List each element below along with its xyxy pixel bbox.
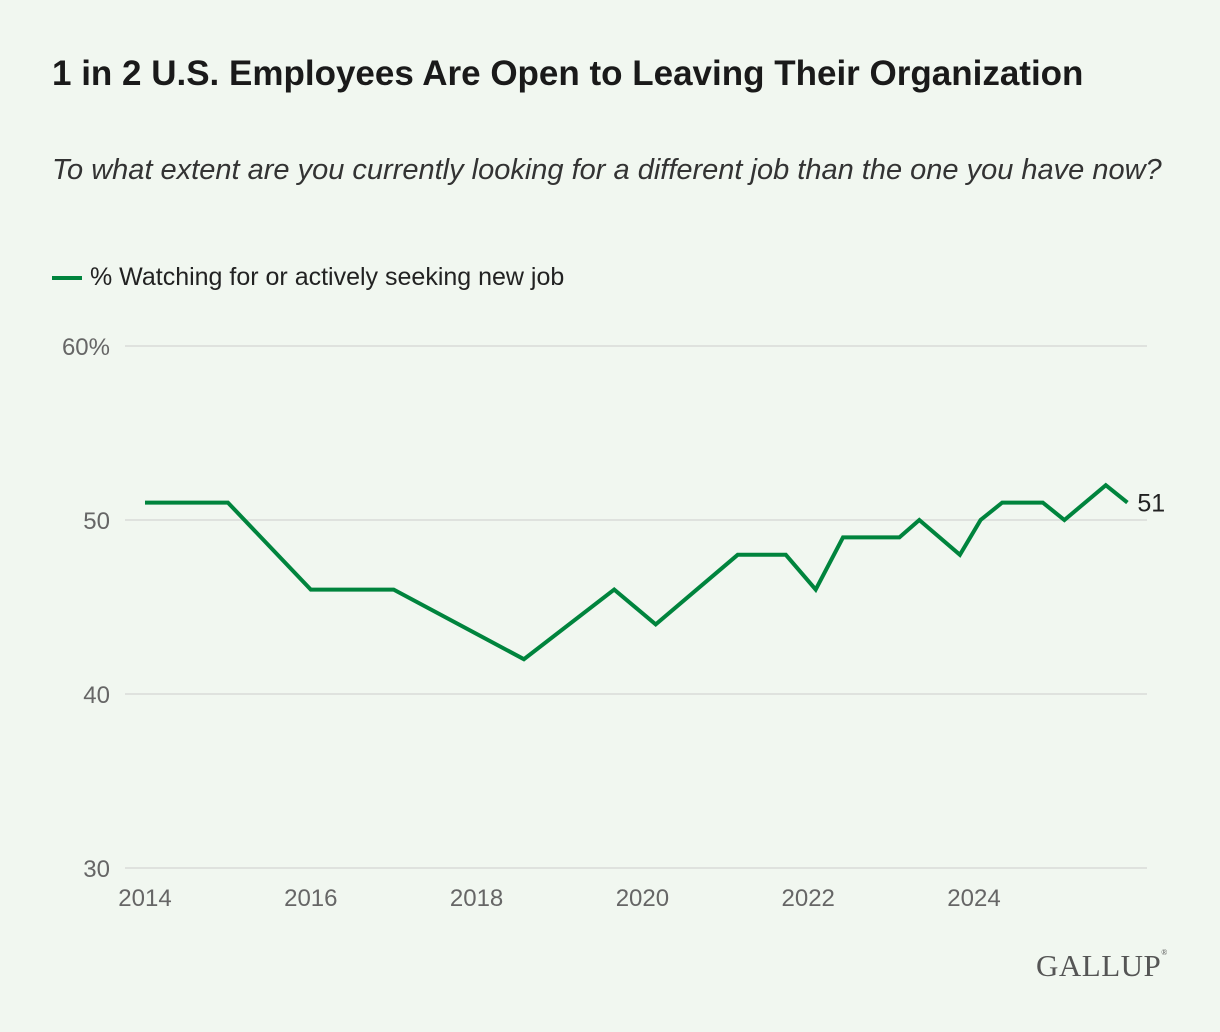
chart-subtitle: To what extent are you currently looking…: [52, 154, 1162, 186]
end-value-label: 51: [1137, 490, 1165, 518]
series-line: [145, 482, 1129, 662]
legend-label: % Watching for or actively seeking new j…: [90, 263, 565, 291]
gallup-logo: GALLUP®: [1036, 948, 1168, 983]
legend-swatch: [52, 275, 82, 280]
chart-title: 1 in 2 U.S. Employees Are Open to Leavin…: [52, 54, 1084, 93]
x-tick-label: 2014: [118, 885, 171, 912]
y-tick-label: 40: [83, 682, 110, 709]
y-tick-label: 50: [83, 508, 110, 535]
legend: % Watching for or actively seeking new j…: [52, 263, 564, 292]
x-tick-label: 2022: [782, 885, 835, 912]
x-tick-label: 2018: [450, 885, 503, 912]
x-tick-label: 2024: [947, 885, 1000, 912]
y-tick-label: 30: [83, 856, 110, 883]
x-tick-label: 2016: [284, 885, 337, 912]
y-tick-label: 60%: [62, 334, 110, 361]
x-tick-label: 2020: [616, 885, 669, 912]
